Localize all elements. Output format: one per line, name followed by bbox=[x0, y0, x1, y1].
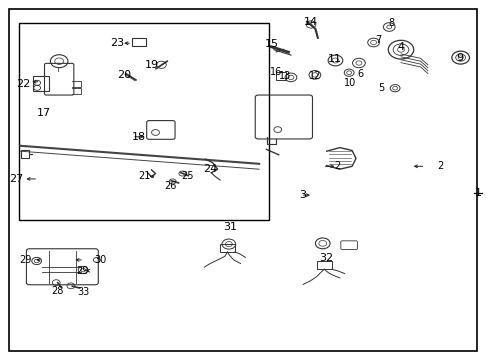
Text: 2: 2 bbox=[334, 161, 340, 171]
Text: 19: 19 bbox=[144, 60, 158, 70]
Text: 4: 4 bbox=[397, 42, 404, 52]
Text: 6: 6 bbox=[357, 69, 363, 79]
Text: 13: 13 bbox=[278, 71, 290, 81]
Bar bbox=[20, 150, 29, 158]
Text: 29: 29 bbox=[76, 266, 88, 276]
Bar bbox=[19, 23, 268, 220]
Text: 10: 10 bbox=[343, 78, 355, 88]
Text: 22: 22 bbox=[16, 78, 31, 89]
Text: 26: 26 bbox=[163, 181, 176, 191]
Text: 24: 24 bbox=[203, 164, 217, 174]
Bar bbox=[220, 244, 234, 252]
Text: 7: 7 bbox=[374, 35, 380, 45]
Text: 18: 18 bbox=[132, 132, 146, 142]
Text: 2: 2 bbox=[436, 161, 442, 171]
Text: 14: 14 bbox=[303, 17, 317, 27]
Text: 30: 30 bbox=[94, 255, 106, 265]
Bar bbox=[33, 76, 49, 91]
Text: 11: 11 bbox=[327, 54, 341, 64]
Text: 17: 17 bbox=[37, 108, 51, 118]
Text: 31: 31 bbox=[223, 222, 236, 232]
Text: 32: 32 bbox=[319, 253, 333, 263]
Text: 28: 28 bbox=[51, 285, 63, 296]
Text: 27: 27 bbox=[9, 174, 23, 184]
Text: 8: 8 bbox=[387, 18, 393, 28]
Text: 1: 1 bbox=[474, 188, 481, 198]
Text: 20: 20 bbox=[117, 69, 130, 80]
Text: 23: 23 bbox=[110, 38, 124, 48]
Text: 9: 9 bbox=[455, 53, 462, 63]
Text: 12: 12 bbox=[308, 71, 321, 81]
Text: 25: 25 bbox=[181, 171, 193, 181]
Text: 16: 16 bbox=[269, 67, 282, 77]
Text: 15: 15 bbox=[264, 39, 278, 49]
Bar bbox=[132, 38, 145, 46]
Bar bbox=[276, 72, 285, 80]
Text: 5: 5 bbox=[378, 83, 384, 93]
Text: 3: 3 bbox=[299, 190, 306, 200]
Text: 21: 21 bbox=[138, 171, 150, 181]
Bar bbox=[316, 261, 331, 269]
Text: 29: 29 bbox=[20, 255, 32, 265]
Text: 33: 33 bbox=[77, 287, 89, 297]
